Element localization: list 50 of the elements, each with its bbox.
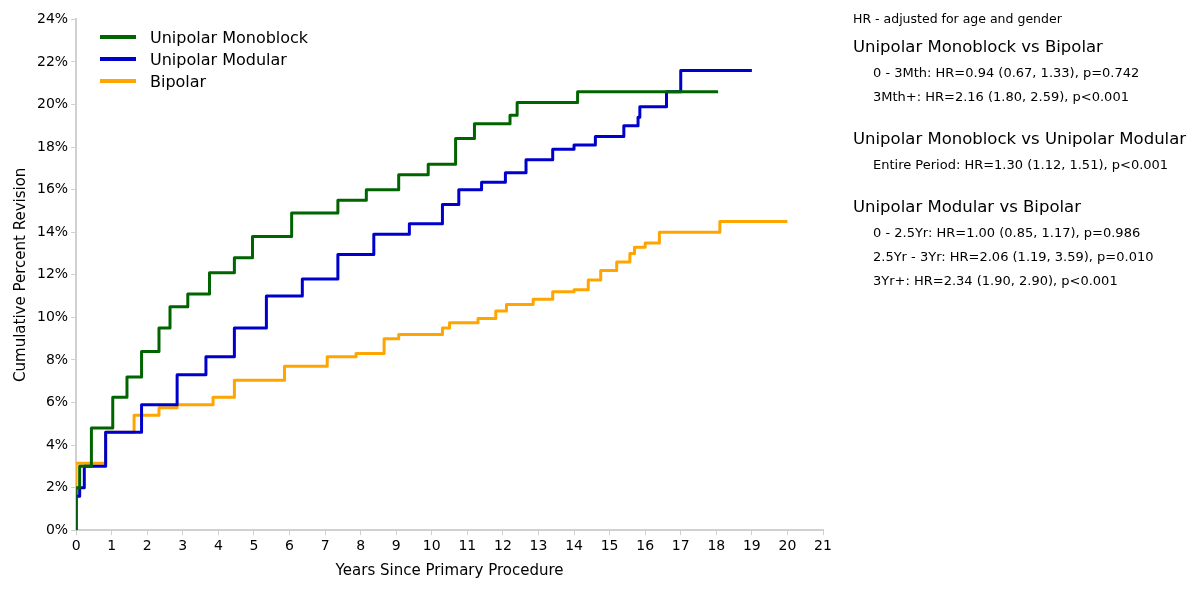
text: Unipolar Monoblock vs Bipolar [853,36,1104,58]
x-tick-label: 4 [213,537,223,554]
text: 0 - 2.5Yr: HR=1.00 (0.85, 1.17), p=0.986 [873,224,1142,242]
text: Unipolar Modular vs Bipolar [853,196,1082,218]
y-tick-label: 0% [45,520,69,537]
x-tick-label: 15 [600,537,619,554]
x-axis-title: Years Since Primary Procedure [334,560,564,579]
x-tick-label: 20 [778,537,797,554]
x-tick-label: 12 [493,537,512,554]
y-tick-label: 4% [45,435,69,452]
x-tick-label: 0 [71,537,81,554]
x-tick-label: 14 [565,537,584,554]
y-tick-label: 6% [45,393,69,410]
y-tick-label: 8% [45,350,69,367]
text: Unipolar Monoblock vs Unipolar Modular [853,128,1188,150]
text: Entire Period: HR=1.30 (1.12, 1.51), p<0.001 [873,156,1170,174]
x-tick-label: 9 [391,537,401,554]
x-tick-label: 11 [458,537,477,554]
x-tick-label: 8 [356,537,366,554]
legend-label: Unipolar Modular [150,49,287,69]
text: 2.5Yr - 3Yr: HR=2.06 (1.19, 3.59), p=0.010 [873,248,1155,266]
x-tick-label: 2 [142,537,152,554]
x-tick-label: 5 [249,537,259,554]
x-tick-label: 18 [707,537,726,554]
text: 0 - 3Mth: HR=0.94 (0.67, 1.33), p=0.742 [873,64,1141,82]
y-axis-title: Cumulative Percent Revision [10,167,29,382]
y-tick-label: 24% [36,10,69,27]
y-tick-label: 22% [36,52,69,69]
x-tick-label: 17 [671,537,690,554]
x-tick-label: 1 [107,537,117,554]
y-tick-label: 2% [45,478,69,495]
y-tick-label: 12% [36,265,69,282]
legend-label: Unipolar Monoblock [150,27,309,47]
y-tick-label: 14% [36,222,69,239]
y-tick-label: 10% [36,308,69,325]
x-tick-label: 7 [320,537,330,554]
y-tick-label: 18% [36,137,69,154]
y-tick-label: 16% [36,180,69,197]
legend-label: Bipolar [150,71,207,91]
x-tick-label: 3 [178,537,188,554]
text: 3Mth+: HR=2.16 (1.80, 2.59), p<0.001 [873,88,1130,106]
text: HR - adjusted for age and gender [853,10,1063,28]
x-tick-label: 21 [814,537,832,554]
x-tick-label: 13 [529,537,548,554]
text: 3Yr+: HR=2.34 (1.90, 2.90), p<0.001 [873,272,1119,290]
y-tick-label: 20% [36,95,69,112]
x-tick-label: 10 [422,537,441,554]
x-tick-label: 6 [285,537,295,554]
x-tick-label: 16 [636,537,655,554]
x-tick-label: 19 [742,537,761,554]
